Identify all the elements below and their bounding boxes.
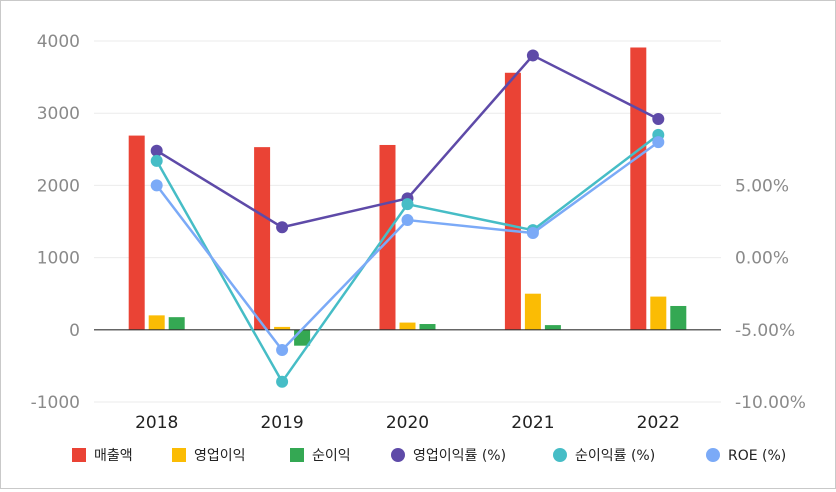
- point-순이익률-2019: [276, 375, 289, 388]
- bar-매출액-2019: [254, 147, 271, 330]
- bar-영업이익-2022: [650, 296, 667, 330]
- line-roe: [155, 141, 660, 352]
- x-tick-label: 2018: [135, 413, 178, 433]
- bar-순이익-2019: [294, 329, 311, 346]
- point-roe-2019: [276, 344, 289, 357]
- legend-swatch-순이익: [290, 448, 304, 462]
- x-tick-label: 2022: [637, 413, 680, 433]
- bar-순이익-2021: [544, 325, 561, 330]
- right-tick-label: 0.00%: [735, 249, 789, 269]
- right-y-axis: -10.00% -5.00% 0.00% 5.00%: [735, 176, 806, 413]
- point-roe-2020: [401, 214, 414, 227]
- legend-swatch-영업이익률: [391, 448, 405, 462]
- left-tick-label: 2000: [37, 176, 80, 196]
- point-roe-2018: [150, 179, 163, 192]
- bar-매출액-2021: [504, 72, 521, 330]
- bar-영업이익-2020: [399, 322, 416, 330]
- point-영업이익률-2018: [150, 144, 163, 157]
- left-tick-label: -1000: [31, 393, 80, 413]
- point-순이익률-2020: [401, 198, 414, 211]
- bar-영업이익-2021: [524, 293, 541, 330]
- line-순이익률: [155, 133, 660, 384]
- legend-label: ROE (%): [728, 448, 786, 464]
- legend-label: 순이익: [312, 448, 351, 464]
- right-tick-label: -5.00%: [735, 321, 795, 341]
- left-y-axis: -1000 0 1000 2000 3000 4000: [31, 32, 80, 413]
- bar-영업이익-2019: [274, 326, 291, 330]
- bar-순이익-2018: [168, 317, 185, 330]
- left-tick-label: 3000: [37, 104, 80, 124]
- bar-매출액-2020: [379, 144, 396, 330]
- bar-순이익-2020: [419, 324, 436, 330]
- legend-label: 순이익률 (%): [575, 448, 655, 464]
- left-tick-label: 0: [69, 321, 80, 341]
- point-영업이익률-2022: [652, 112, 665, 125]
- bar-영업이익-2018: [148, 315, 165, 330]
- grid-lines: [94, 40, 721, 403]
- left-tick-label: 4000: [37, 32, 80, 52]
- legend-swatch-매출액: [72, 448, 86, 462]
- x-tick-label: 2021: [511, 413, 554, 433]
- right-tick-label: 5.00%: [735, 176, 789, 196]
- point-순이익률-2018: [150, 154, 163, 167]
- bar-매출액-2018: [128, 135, 145, 330]
- point-roe-2021: [526, 227, 539, 240]
- legend-label: 영업이익: [194, 448, 246, 464]
- legend-label: 매출액: [94, 448, 133, 464]
- line-series: [150, 49, 665, 388]
- legend-label: 영업이익률 (%): [413, 448, 506, 464]
- bar-series: [128, 47, 687, 346]
- left-tick-label: 1000: [37, 249, 80, 269]
- right-tick-label: -10.00%: [735, 393, 806, 413]
- point-영업이익률-2019: [276, 221, 289, 234]
- point-roe-2022: [652, 136, 665, 149]
- point-영업이익률-2021: [526, 49, 539, 62]
- bar-순이익-2022: [670, 305, 687, 330]
- x-tick-label: 2020: [386, 413, 429, 433]
- legend-swatch-roe: [706, 448, 720, 462]
- x-axis: 2018 2019 2020 2021 2022: [135, 413, 680, 433]
- x-tick-label: 2019: [260, 413, 303, 433]
- legend-swatch-순이익률: [553, 448, 567, 462]
- legend-swatch-영업이익: [172, 448, 186, 462]
- bar-매출액-2022: [630, 47, 647, 330]
- legend: 매출액 영업이익 순이익 영업이익률 (%) 순이익률 (%) ROE (%): [72, 448, 786, 464]
